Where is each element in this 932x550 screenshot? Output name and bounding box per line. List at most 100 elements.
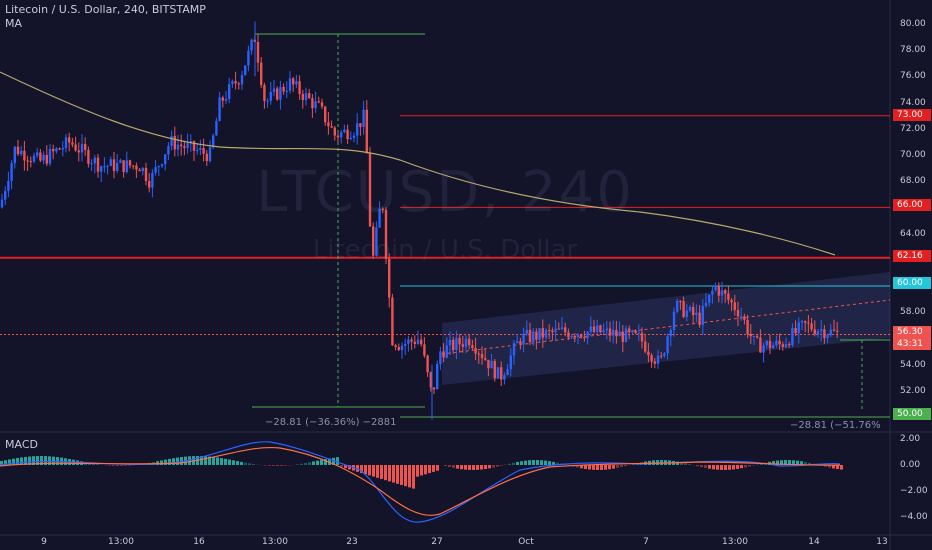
candle-body (375, 227, 378, 256)
candle-body (64, 137, 68, 148)
macd-histogram-bar (756, 464, 759, 465)
candle-body (791, 327, 794, 346)
candle-body (637, 332, 640, 334)
macd-histogram-bar (532, 460, 535, 465)
candle-body (320, 102, 324, 107)
candle-body (698, 312, 701, 325)
candle-body (653, 361, 656, 364)
candle-body (784, 344, 788, 347)
candle-body (407, 339, 410, 344)
candle-body (708, 294, 711, 303)
macd-histogram-bar (384, 465, 387, 481)
candle-body (452, 339, 455, 350)
candle-body (144, 167, 148, 182)
candle-body (781, 344, 784, 347)
macd-histogram-bar (836, 465, 839, 470)
candle-body (240, 75, 244, 85)
candle-body (394, 345, 397, 347)
candle-body (266, 100, 269, 102)
candle-body (679, 300, 682, 302)
candle-body (420, 339, 423, 345)
measure-label-right: −28.81 (−51.76% (790, 420, 881, 431)
candle-body (762, 345, 765, 353)
candle-body (74, 144, 77, 151)
candle-body (84, 143, 87, 150)
candle-body (352, 135, 356, 138)
macd-histogram-bar (716, 465, 719, 470)
symbol-title[interactable]: Litecoin / U.S. Dollar, 240, BITSTAMP (5, 3, 206, 16)
macd-histogram-bar (748, 465, 751, 467)
macd-histogram-bar (12, 458, 15, 465)
macd-histogram-bar (200, 456, 203, 465)
candle-body (128, 160, 132, 166)
candle-body (701, 305, 704, 325)
candle-body (564, 327, 567, 333)
candle-body (157, 166, 160, 168)
macd-histogram-bar (608, 465, 611, 470)
candle-body (292, 78, 295, 85)
candle-body (528, 329, 532, 342)
macd-histogram-bar (492, 465, 495, 468)
macd-histogram-bar (412, 465, 415, 489)
macd-histogram-bar (392, 465, 395, 483)
price-badge-60: 60.00 (893, 277, 931, 289)
candle-body (685, 310, 688, 317)
macd-histogram-bar (556, 462, 559, 465)
macd-histogram-bar (376, 465, 379, 478)
candle-body (704, 302, 708, 306)
macd-histogram-bar (216, 457, 219, 465)
candle-body (295, 81, 298, 85)
macd-histogram-bar (176, 457, 179, 465)
candle-body (506, 369, 509, 376)
y-axis-tick: 64.00 (900, 228, 926, 239)
macd-indicator-label[interactable]: MACD (5, 438, 38, 451)
macd-histogram-bar (588, 465, 591, 470)
candle-body (672, 311, 676, 330)
macd-histogram-bar (436, 465, 439, 471)
ma-indicator-label[interactable]: MA (5, 17, 23, 30)
candle-body (138, 169, 141, 172)
macd-histogram-bar (452, 465, 455, 468)
candle-body (692, 306, 695, 316)
macd-histogram-bar (92, 463, 95, 465)
candle-body (663, 353, 666, 356)
candle-body (580, 334, 583, 337)
macd-histogram-bar (280, 465, 283, 466)
last-price-badge: 56.30 (893, 326, 931, 338)
candle-body (807, 322, 810, 324)
macd-histogram-bar (832, 465, 835, 469)
candle-body (503, 375, 506, 380)
macd-histogram-bar (772, 461, 775, 465)
macd-histogram-bar (296, 464, 299, 465)
candle-body (608, 328, 612, 336)
candle-body (490, 360, 493, 369)
candle-body (87, 149, 90, 164)
candle-body (644, 341, 647, 352)
macd-histogram-bar (592, 465, 595, 470)
candle-body (768, 340, 772, 349)
candle-body (29, 161, 32, 163)
candle-body (221, 97, 224, 101)
macd-histogram-bar (312, 461, 315, 465)
macd-histogram-bar (164, 459, 167, 465)
candle-body (429, 372, 432, 388)
candle-body (493, 360, 496, 379)
symbol-watermark-subtitle: Litecoin / U.S. Dollar (312, 235, 578, 265)
macd-histogram-bar (308, 462, 311, 465)
candle-body (676, 300, 679, 312)
candle-body (439, 351, 442, 365)
candle-body (391, 297, 394, 346)
candle-body (711, 290, 714, 295)
macd-histogram-bar (96, 464, 99, 465)
candle-body (304, 93, 308, 101)
macd-histogram-bar (712, 465, 715, 470)
macd-histogram-bar (684, 463, 687, 465)
candle-body (378, 208, 381, 228)
candle-body (800, 321, 804, 323)
candle-body (749, 333, 752, 337)
moving-average-line (0, 71, 836, 256)
macd-histogram-bar (480, 465, 483, 470)
candle-body (733, 302, 736, 311)
macd-histogram-bar (344, 465, 347, 469)
